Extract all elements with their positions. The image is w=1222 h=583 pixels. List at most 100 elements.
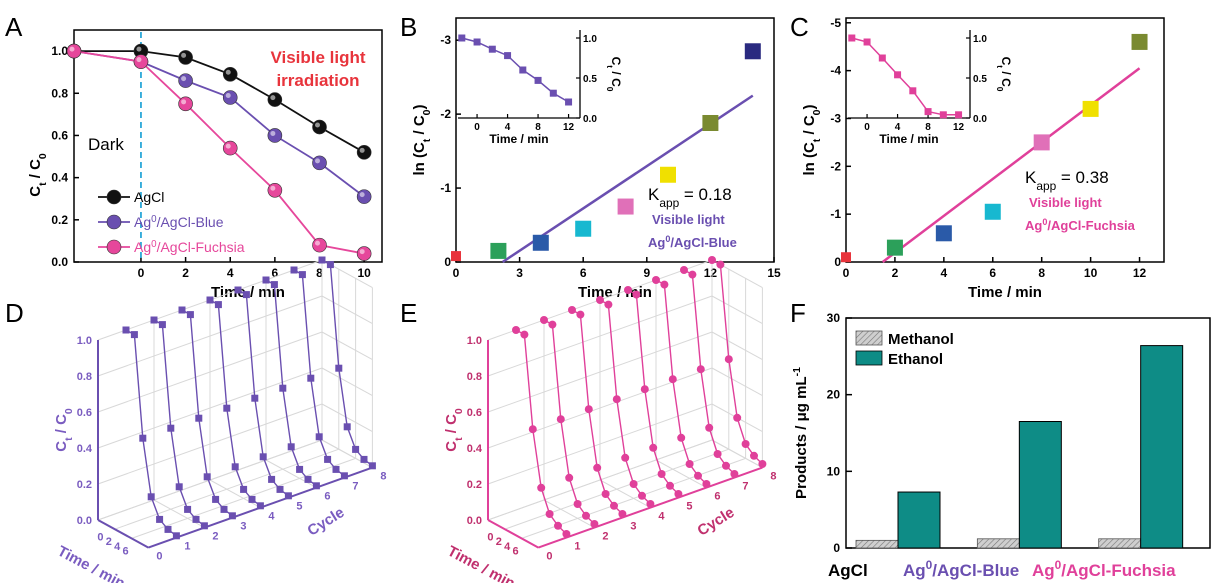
data-point-d xyxy=(352,445,360,453)
annotation-line1-a: Visible light xyxy=(270,48,365,67)
data-point-e xyxy=(590,520,599,528)
grid-line-e xyxy=(655,459,707,489)
cycle-tick-label-d: 6 xyxy=(324,491,330,503)
inset-point-b xyxy=(534,76,542,84)
data-point-a xyxy=(178,96,193,112)
time-axis-d xyxy=(97,519,149,549)
legend-line2-c-part: /AgCl-Fuchsia xyxy=(1047,218,1135,233)
legend-line1-b: Visible light xyxy=(652,212,725,227)
point-highlight-a xyxy=(136,57,142,63)
data-point-e xyxy=(601,490,610,498)
y-tick-label-c: -3 xyxy=(830,111,841,125)
grid-line-e xyxy=(711,439,763,469)
data-point-e xyxy=(512,326,520,334)
inset-point-c xyxy=(863,38,871,46)
point-highlight-a xyxy=(359,192,365,198)
inset-y-label-c: Ct / C0 xyxy=(995,57,1013,92)
y-tick-label-c: -1 xyxy=(830,207,841,221)
data-point-b xyxy=(451,251,461,262)
data-point-a xyxy=(267,182,283,198)
z-tick-label-d: 1.0 xyxy=(77,335,92,347)
y-tick-label-a: 1.0 xyxy=(51,44,68,58)
data-point-d xyxy=(212,495,220,503)
cycle-tick-label-d: 7 xyxy=(352,481,358,493)
y-axis-label-f-part: Products / μg mL xyxy=(793,376,810,499)
kapp-label-c: Kapp = 0.38 xyxy=(1025,168,1109,193)
bar-methanol xyxy=(1098,538,1142,549)
category-label-f-part: /AgCl-Blue xyxy=(932,561,1019,580)
inset-point-c xyxy=(924,108,932,116)
cycle-axis-label-d: Cycle xyxy=(305,504,348,540)
inset-y-label-c-part: t xyxy=(995,65,1005,68)
data-point-d xyxy=(150,316,158,324)
x-tick-label-b: 6 xyxy=(580,266,587,280)
grid-line-d xyxy=(265,459,317,489)
y-axis-label-f: Products / μg mL-1 xyxy=(791,367,810,499)
grid-line-d xyxy=(321,295,373,325)
data-point-e xyxy=(596,296,604,304)
grid-line-d xyxy=(321,439,373,469)
inset-y-label-b-part: 0 xyxy=(605,87,615,92)
y-tick-label-f: 0 xyxy=(833,541,840,555)
x-tick-label-c: 0 xyxy=(843,266,850,280)
data-point-d xyxy=(175,483,183,491)
data-point-e xyxy=(632,290,641,299)
cycle-tick-label-e: 3 xyxy=(630,521,636,533)
point-highlight-a xyxy=(359,147,365,153)
point-highlight-a xyxy=(270,130,276,136)
grid-line-e xyxy=(543,499,595,529)
kapp-label-c-part: K xyxy=(1025,168,1037,187)
data-point-d xyxy=(206,296,214,304)
legend-marker-a xyxy=(106,239,122,255)
y-axis-label-a-part: C xyxy=(27,186,44,197)
inset-line-c xyxy=(851,37,959,116)
grid-line-d xyxy=(153,499,205,529)
data-point-d xyxy=(287,443,295,451)
bar-ethanol xyxy=(1140,345,1184,549)
data-point-e xyxy=(702,480,711,488)
data-point-d xyxy=(340,472,348,480)
x-axis-label-b: Time / min xyxy=(578,284,652,301)
z-axis-label-d-part: / C xyxy=(53,414,70,438)
data-point-e xyxy=(652,276,660,284)
x-tick-label-b: 9 xyxy=(643,266,650,280)
data-point-d xyxy=(186,311,194,319)
data-point-e xyxy=(646,500,655,508)
z-tick-label-e: 0.8 xyxy=(467,371,482,383)
x-tick-label-c: 6 xyxy=(989,266,996,280)
cycle-curve-e xyxy=(599,299,651,505)
legend-swatch-methanol xyxy=(855,330,883,346)
z-tick-label-e: 0.4 xyxy=(467,443,483,455)
point-highlight-a xyxy=(69,46,75,52)
bar-ethanol xyxy=(1018,421,1062,549)
x-tick-label-c: 8 xyxy=(1038,266,1045,280)
cycle-curve-d xyxy=(293,269,345,477)
grid-line-d xyxy=(321,331,373,361)
panel-label-d: D xyxy=(5,298,24,328)
legend-marker-a xyxy=(106,214,122,230)
x-tick-label-a: 8 xyxy=(316,266,323,280)
grid-line-e xyxy=(711,295,763,325)
data-point-d xyxy=(195,414,203,422)
grid-line-d xyxy=(114,448,339,530)
data-point-a xyxy=(356,189,372,204)
z-tick-label-d: 0.6 xyxy=(77,407,92,419)
inset-point-c xyxy=(848,34,856,42)
data-point-a xyxy=(312,237,327,253)
data-point-e xyxy=(677,433,686,442)
z-tick-label-d: 0.0 xyxy=(77,515,92,527)
legend-label-a: Ag0/AgCl-Fuchsia xyxy=(134,239,245,256)
x-tick-label-a: 6 xyxy=(272,266,279,280)
x-tick-label-b: 0 xyxy=(453,266,460,280)
legend-label-a: AgCl xyxy=(134,189,164,205)
inset-point-c xyxy=(894,71,902,79)
data-point-e xyxy=(545,510,554,518)
point-highlight-a xyxy=(181,76,187,82)
point-highlight-a xyxy=(225,143,231,149)
cycle-tick-label-e: 1 xyxy=(574,541,580,553)
data-point-e xyxy=(696,365,705,374)
cycle-curve-e xyxy=(683,269,735,475)
inset-point-c xyxy=(878,54,886,62)
legend-label-a-part: /AgCl-Fuchsia xyxy=(157,239,245,255)
y-tick-label-b: -1 xyxy=(440,181,451,195)
